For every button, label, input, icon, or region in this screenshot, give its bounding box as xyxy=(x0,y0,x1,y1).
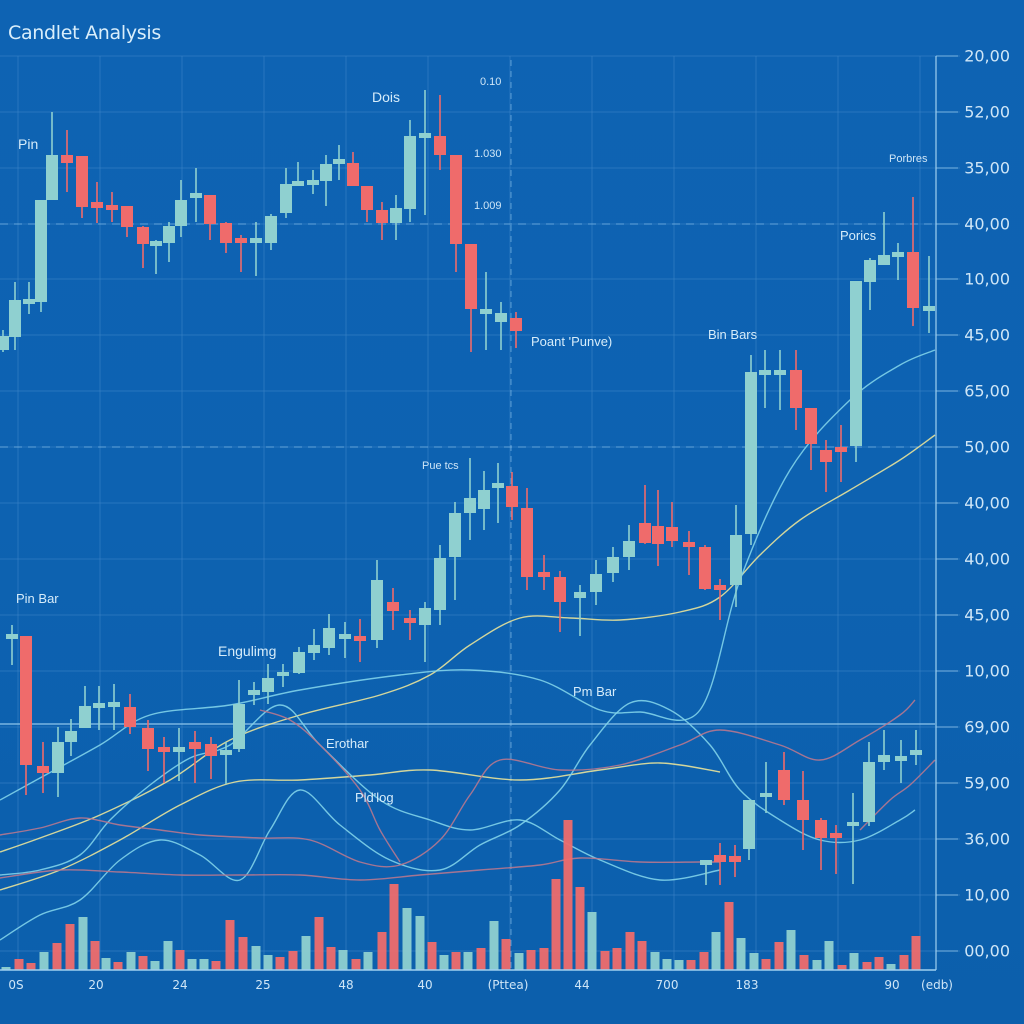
y-tick-label: 65,00 xyxy=(964,381,1010,401)
y-tick-label: 40,00 xyxy=(964,549,1010,569)
pattern-annotation: Bin Bars xyxy=(708,327,758,342)
candles xyxy=(0,90,935,885)
reference-lines xyxy=(0,60,935,970)
x-tick-label: 48 xyxy=(338,978,354,992)
pattern-annotation: Dois xyxy=(372,89,401,105)
x-tick-label: 25 xyxy=(255,978,271,992)
x-tick-label: 24 xyxy=(172,978,188,992)
y-tick-label: 45,00 xyxy=(964,605,1010,625)
pattern-annotation: Porics xyxy=(840,228,877,243)
y-tick-label: 45,00 xyxy=(964,325,1010,345)
volume-bars xyxy=(1,820,921,970)
pattern-annotation: Erothar xyxy=(326,736,369,751)
y-tick-label: 00,00 xyxy=(964,941,1010,961)
y-tick-label: 69,00 xyxy=(964,717,1010,737)
y-tick-label: 40,00 xyxy=(964,214,1010,234)
indicator-lines xyxy=(0,349,936,941)
x-tick-label: 20 xyxy=(88,978,104,992)
plot-frame xyxy=(0,55,958,971)
y-tick-label: 10,00 xyxy=(964,661,1010,681)
pattern-annotation: 0.10 xyxy=(480,76,502,88)
pattern-annotation: Poant 'Punve) xyxy=(531,334,613,349)
y-tick-label: 59,00 xyxy=(964,773,1010,793)
y-tick-label: 10,00 xyxy=(964,885,1010,905)
y-tick-label: 20,00 xyxy=(964,46,1010,66)
x-tick-label: (Pttea) xyxy=(487,978,529,992)
x-tick-label: 90 xyxy=(884,978,900,992)
x-tick-label: 183 xyxy=(735,978,759,992)
x-tick-label: 0S xyxy=(8,978,24,992)
pattern-annotation: 1.009 xyxy=(474,200,502,212)
y-tick-label: 52,00 xyxy=(964,102,1010,122)
pattern-annotation: Pld'log xyxy=(355,790,394,805)
pattern-annotation: Pin Bar xyxy=(16,591,59,606)
x-tick-label: 44 xyxy=(574,978,590,992)
pattern-annotation: Engulimg xyxy=(218,643,277,659)
pattern-annotation: Pin xyxy=(18,136,39,152)
x-tick-label: 700 xyxy=(655,978,679,992)
y-tick-label: 40,00 xyxy=(964,493,1010,513)
y-tick-label: 36,00 xyxy=(964,829,1010,849)
x-tick-label: (edb) xyxy=(921,978,953,992)
pattern-annotation: Pue tcs xyxy=(422,460,459,472)
chart-title: Candlet Analysis xyxy=(8,22,161,44)
pattern-annotation: 1.030 xyxy=(474,148,502,160)
y-tick-label: 10,00 xyxy=(964,269,1010,289)
pattern-annotation: Pm Bar xyxy=(573,684,617,699)
y-tick-label: 35,00 xyxy=(964,158,1010,178)
y-tick-label: 50,00 xyxy=(964,437,1010,457)
pattern-annotation: Porbres xyxy=(889,153,928,165)
x-tick-label: 40 xyxy=(417,978,433,992)
